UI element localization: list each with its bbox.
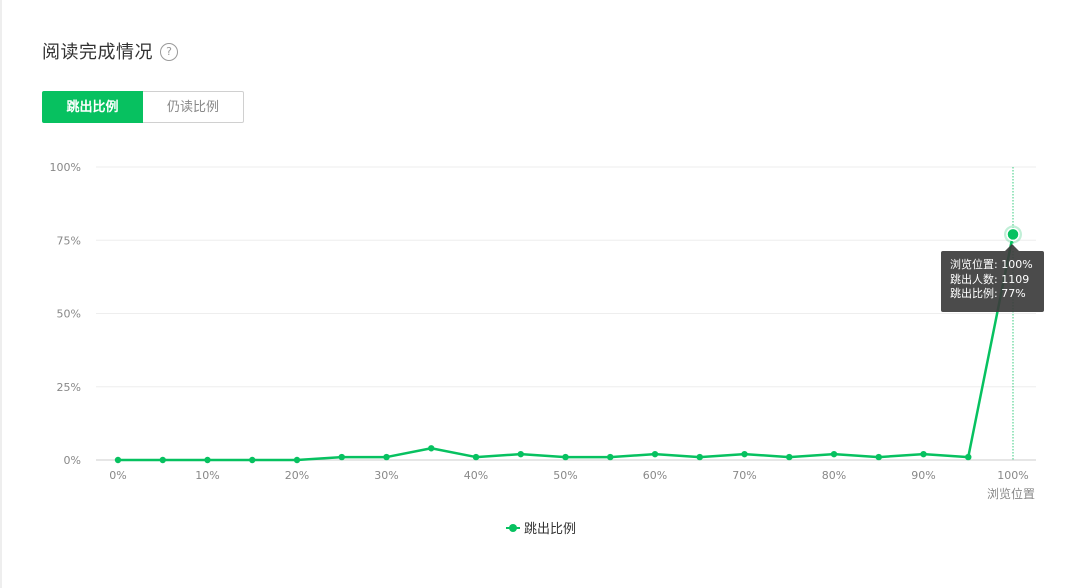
y-tick-label: 100%: [50, 161, 81, 174]
x-axis-title: 浏览位置: [987, 486, 1035, 501]
data-point: [517, 450, 524, 458]
chart-legend[interactable]: 跳出比例: [506, 518, 576, 537]
data-point: [159, 456, 166, 464]
tooltip-line-rate: 跳出比例: 77%: [950, 287, 1026, 300]
highlight-point: [1006, 227, 1020, 242]
x-tick-label: 0%: [109, 469, 126, 482]
y-tick-label: 0%: [64, 454, 81, 467]
tooltip-arrow: [1005, 244, 1019, 251]
tab-still-reading-rate[interactable]: 仍读比例: [143, 91, 244, 123]
legend-label: 跳出比例: [524, 522, 577, 537]
data-point: [249, 456, 256, 464]
y-tick-label: 50%: [57, 308, 81, 321]
data-point: [293, 456, 301, 464]
x-tick-label: 30%: [374, 469, 398, 482]
legend-marker: [506, 523, 520, 533]
data-point: [607, 453, 614, 461]
tooltip-line-count: 跳出人数: 1109: [950, 272, 1030, 286]
data-point: [965, 453, 972, 461]
tooltip-line-position: 浏览位置: 100%: [950, 258, 1033, 271]
question-circle-icon[interactable]: ?: [160, 43, 178, 61]
series-line: [118, 234, 1015, 462]
y-tick-label: 25%: [57, 381, 81, 394]
data-point: [741, 450, 748, 458]
y-tick-label: 75%: [57, 234, 81, 247]
x-tick-label: 10%: [195, 469, 219, 482]
x-tick-label: 90%: [911, 469, 935, 482]
title-row: 阅读完成情况 ?: [42, 38, 178, 64]
data-point: [651, 450, 659, 458]
data-point: [204, 456, 211, 464]
tab-group: 跳出比例 仍读比例: [42, 91, 244, 123]
chart-tooltip: 浏览位置: 100% 跳出人数: 1109 跳出比例: 77%: [941, 251, 1044, 312]
left-border: [0, 0, 2, 588]
data-point: [428, 445, 435, 452]
page-title: 阅读完成情况: [42, 42, 153, 63]
data-point: [875, 453, 882, 461]
data-point: [338, 453, 345, 461]
x-tick-label: 40%: [464, 469, 488, 482]
x-tick-label: 70%: [732, 469, 756, 482]
data-point: [830, 450, 838, 458]
data-point: [383, 453, 390, 461]
data-point: [696, 453, 703, 461]
tab-bounce-rate[interactable]: 跳出比例: [42, 91, 143, 123]
data-point: [114, 456, 122, 464]
x-tick-label: 80%: [822, 469, 846, 482]
x-tick-label: 60%: [643, 469, 667, 482]
x-tick-label: 50%: [553, 469, 577, 482]
data-point: [562, 453, 569, 461]
data-point: [786, 453, 793, 461]
x-tick-label: 20%: [285, 469, 309, 482]
data-point: [920, 450, 927, 458]
data-point: [472, 453, 480, 461]
x-tick-label: 100%: [997, 469, 1028, 482]
